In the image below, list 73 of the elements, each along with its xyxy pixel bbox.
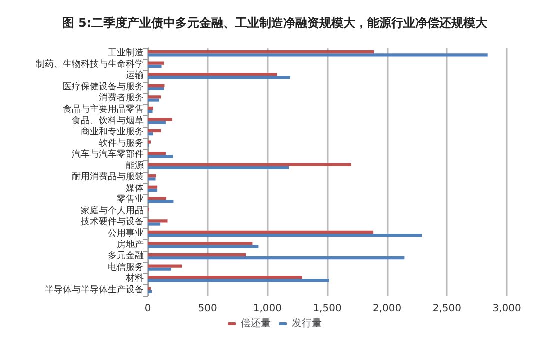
y-tick-label: 耐用消费品与服装: [72, 172, 144, 183]
y-tick-label: 软件与服务: [99, 138, 144, 149]
bar: [148, 64, 162, 68]
bar: [148, 118, 173, 122]
y-tick-label: 零售业: [117, 194, 144, 206]
bar: [148, 166, 290, 170]
y-tick-label: 医疗保健设备与服务: [63, 81, 144, 92]
bar: [148, 98, 160, 102]
bar: [148, 121, 166, 124]
legend-label: 偿还量: [241, 318, 271, 330]
x-tick-label: 500: [198, 304, 218, 314]
bar: [148, 290, 152, 294]
legend-label: 发行量: [292, 318, 322, 330]
bar: [148, 50, 374, 54]
y-tick-label: 食品、饮料与烟草: [72, 115, 144, 126]
y-tick-label: 半导体与半导体生产设备: [45, 284, 144, 296]
bar: [148, 174, 156, 178]
bar: [148, 268, 172, 271]
y-tick-label: 汽车与汽车零部件: [72, 149, 144, 160]
bar: [148, 279, 330, 282]
bar: [148, 200, 174, 204]
bar: [148, 186, 158, 189]
bar: [148, 87, 164, 91]
y-tick-label: 材料: [125, 273, 144, 284]
bar: [148, 110, 153, 114]
bar: [148, 152, 166, 156]
y-tick-label: 多元金融: [108, 250, 144, 262]
bar: [148, 242, 253, 246]
x-tick-label: 0: [144, 304, 152, 314]
bar: [148, 197, 167, 200]
bar: [148, 73, 278, 76]
x-tick-label: 3,000: [492, 304, 522, 314]
bar: [148, 230, 374, 234]
bar: [148, 178, 156, 181]
bar: [148, 140, 151, 144]
bar: [148, 132, 154, 136]
bar: [148, 256, 405, 260]
bar: [148, 129, 162, 133]
bar: [148, 264, 182, 268]
bar: [148, 188, 158, 192]
bar: [148, 234, 422, 238]
bar: [148, 276, 302, 280]
y-tick-label: 媒体: [126, 182, 144, 194]
y-tick-label: 公用事业: [108, 228, 144, 239]
y-tick-label: 商业和专业服务: [81, 126, 144, 138]
x-tick-label: 1,000: [253, 304, 282, 314]
bar: [148, 84, 165, 88]
y-tick-label: 家庭与个人用品: [81, 205, 144, 216]
y-tick-label: 消费者服务: [99, 92, 144, 104]
bar: [148, 96, 162, 99]
y-tick-label: 食品与主要用品零售: [63, 104, 144, 115]
bar: [148, 62, 164, 65]
x-tick-label: 1,500: [313, 304, 342, 314]
bar: [148, 245, 259, 248]
y-tick-label: 技术硬件与设备: [80, 216, 144, 228]
bar: [148, 287, 151, 290]
x-tick-label: 2,500: [432, 304, 462, 314]
bar: [148, 220, 168, 223]
bar: [148, 155, 174, 158]
y-tick-label: 工业制造: [108, 48, 144, 59]
y-tick-label: 制药、生物科技与生命科学: [36, 58, 144, 70]
bar: [148, 76, 290, 80]
y-tick-label: 运输: [126, 70, 144, 82]
bar: [148, 163, 352, 166]
bar: [148, 54, 488, 57]
y-tick-label: 能源: [126, 160, 144, 172]
bar: [148, 222, 161, 226]
x-tick-label: 2,000: [373, 304, 402, 314]
chart-title: 图 5:二季度产业债中多元金融、工业制造净融资规模大，能源行业净偿还规模大: [62, 16, 489, 30]
y-tick-label: 房地产: [117, 239, 144, 250]
bar: [148, 253, 246, 257]
y-tick-label: 电信服务: [108, 262, 144, 273]
bar: [148, 106, 154, 110]
